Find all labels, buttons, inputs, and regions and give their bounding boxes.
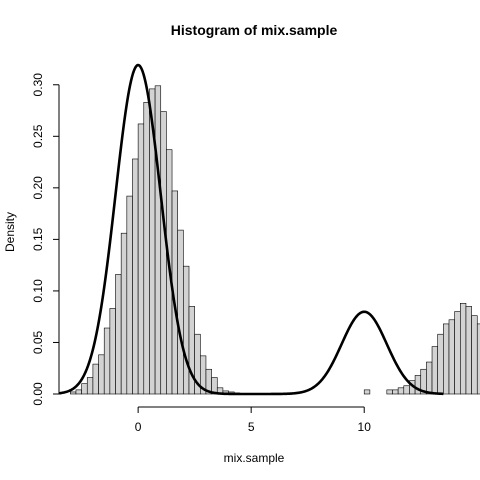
histogram-bar <box>188 306 195 395</box>
histogram-bar <box>459 302 467 395</box>
histogram-bar <box>443 323 450 395</box>
y-tick-label: 0.10 <box>31 279 45 303</box>
x-tick-label: 10 <box>358 420 372 434</box>
chart-title: Histogram of mix.sample <box>171 22 338 38</box>
histogram-bar <box>70 391 77 395</box>
histogram-bar <box>143 101 150 395</box>
histogram-bar <box>183 265 190 395</box>
histogram-bar <box>386 389 393 395</box>
histogram-bar <box>154 85 162 395</box>
histogram-bar <box>126 195 133 395</box>
y-tick-label: 0.20 <box>31 176 45 200</box>
y-axis-label: Density <box>3 212 17 252</box>
histogram-bar <box>476 323 480 395</box>
histogram-bar <box>137 123 145 395</box>
y-tick-label: 0.30 <box>31 73 45 97</box>
y-tick-label: 0.25 <box>31 124 45 148</box>
histogram-bar <box>98 354 105 395</box>
x-tick-label: 0 <box>135 420 142 434</box>
histogram-bar <box>392 389 399 395</box>
histogram-bar <box>465 306 472 395</box>
histogram-bar <box>103 327 111 395</box>
histogram-bar <box>454 311 461 395</box>
histogram-bar <box>431 346 438 395</box>
histogram-bar <box>426 361 433 395</box>
histogram-bar <box>397 387 405 395</box>
histogram-bar <box>81 383 88 395</box>
histogram-bar <box>160 111 167 395</box>
density-curve <box>58 63 444 396</box>
histogram-bar <box>177 229 184 395</box>
y-tick-label: 0.05 <box>31 330 45 354</box>
x-axis-label: mix.sample <box>224 451 285 465</box>
histogram-bar <box>109 308 116 395</box>
histogram-bar <box>75 389 82 395</box>
y-tick-label: 0.15 <box>31 227 45 251</box>
x-tick-label: 5 <box>248 420 255 434</box>
x-axis: 0 5 10 <box>135 406 372 434</box>
histogram-bar <box>86 377 94 395</box>
y-axis: 0.00 0.05 0.10 0.15 0.20 0.25 0.30 <box>31 73 60 406</box>
y-tick-label: 0.00 <box>31 382 45 406</box>
histogram-bar <box>92 363 99 395</box>
histogram-bar <box>471 315 478 395</box>
histogram-bar <box>437 333 444 395</box>
histogram-bar <box>403 385 410 395</box>
histogram-bars <box>70 85 480 395</box>
histogram-bar <box>132 158 139 395</box>
histogram-bar <box>120 232 128 395</box>
histogram-bar <box>363 389 371 395</box>
histogram-bar <box>448 319 455 395</box>
histogram-bar <box>115 274 122 395</box>
